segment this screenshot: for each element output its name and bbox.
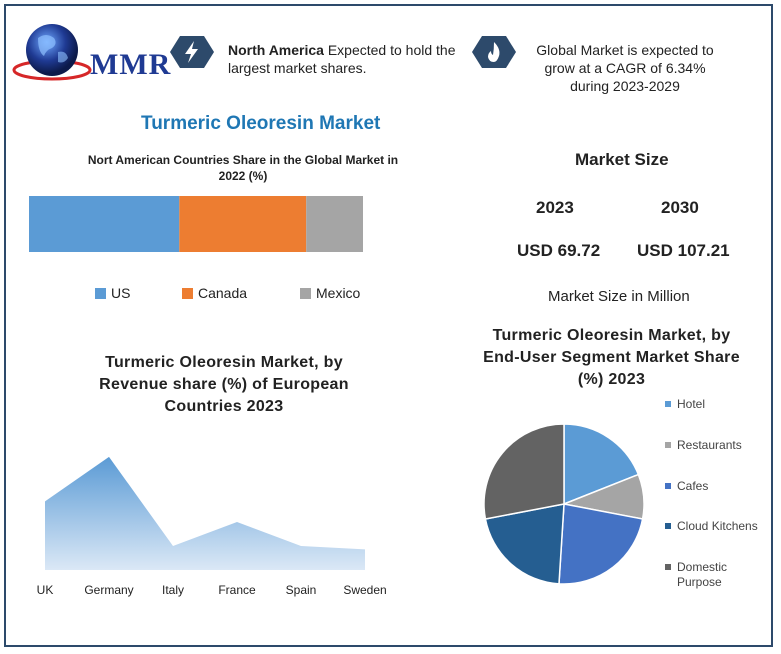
pie-slice-cloud-kitchens xyxy=(484,503,565,585)
globe-icon xyxy=(12,24,92,81)
legend-label: Canada xyxy=(198,285,248,301)
pie-chart-title: Turmeric Oleoresin Market, by End-User S… xyxy=(483,327,740,388)
area-chart xyxy=(45,456,365,570)
legend-label: US xyxy=(111,285,131,301)
pie-legend-restaurants: Restaurants xyxy=(665,438,765,453)
legend-swatch xyxy=(95,287,106,299)
legend-label: Restaurants xyxy=(677,438,742,452)
area-series xyxy=(45,456,365,570)
legend-label: Mexico xyxy=(316,285,361,301)
legend-label: Cafes xyxy=(677,479,709,493)
cagr-line-3: during 2023-2029 xyxy=(570,78,680,94)
north-america-rest: Expected to hold the largest market shar… xyxy=(228,42,456,76)
legend-swatch xyxy=(665,401,671,407)
cagr-line-2: grow at a CAGR of 6.34% xyxy=(544,60,706,76)
bar-segment-mexico xyxy=(306,196,363,252)
year-2030: 2030 xyxy=(661,198,699,217)
flame-icon xyxy=(472,36,516,68)
value-2030: USD 107.21 xyxy=(637,241,730,260)
market-size-title: Market Size xyxy=(575,150,669,169)
bar-segment-canada xyxy=(179,196,307,252)
x-tick-sweden: Sweden xyxy=(343,583,387,597)
infographic-frame xyxy=(4,4,773,647)
pie-legend-cloud-kitchens: Cloud Kitchens xyxy=(665,519,765,534)
legend-label: Cloud Kitchens xyxy=(677,519,758,533)
mmr-logo: MMR xyxy=(12,18,170,88)
legend-swatch xyxy=(665,523,671,529)
main-title: Turmeric Oleoresin Market xyxy=(141,113,381,134)
stacked-bar-chart xyxy=(29,196,363,252)
x-tick-italy: Italy xyxy=(161,583,184,597)
value-2023: USD 69.72 xyxy=(517,241,601,260)
x-tick-germany: Germany xyxy=(84,583,134,597)
area-chart-title: Turmeric Oleoresin Market, by Revenue sh… xyxy=(99,354,349,415)
pie-legend-cafes: Cafes xyxy=(665,479,765,494)
bar-segment-us xyxy=(29,196,180,252)
legend-swatch xyxy=(182,287,193,299)
pie-slice-cafes xyxy=(558,503,644,585)
pie-legend-hotel: Hotel xyxy=(665,397,765,412)
legend-swatch xyxy=(665,564,671,570)
cagr-line-1: Global Market is expected to xyxy=(536,42,714,58)
legend-item-mexico: Mexico xyxy=(300,285,360,301)
pie-slice-domestic-purpose xyxy=(483,423,565,520)
logo-text: MMR xyxy=(90,48,172,81)
pie-legend-domestic-purpose: Domestic Purpose xyxy=(665,560,765,590)
x-tick-france: France xyxy=(218,583,256,597)
north-america-bold: North America xyxy=(228,42,324,58)
lightning-icon xyxy=(170,36,214,68)
cagr-info: Global Market is expected to grow at a C… xyxy=(520,41,730,95)
legend-swatch xyxy=(665,442,671,448)
pie-slice-hotel xyxy=(563,423,640,506)
legend-label: Hotel xyxy=(677,397,706,411)
legend-item-us: US xyxy=(95,285,130,301)
x-tick-spain: Spain xyxy=(285,583,317,597)
legend-label: Domestic Purpose xyxy=(677,560,728,589)
pie-chart xyxy=(483,423,645,585)
market-size-note: Market Size in Million xyxy=(548,288,690,305)
legend-swatch xyxy=(300,287,311,299)
x-tick-uk: UK xyxy=(36,583,54,597)
north-america-info: North America Expected to hold the large… xyxy=(228,41,468,77)
year-2023: 2023 xyxy=(536,198,574,217)
legend-swatch xyxy=(665,483,671,489)
stacked-bar-title: Nort American Countries Share in the Glo… xyxy=(87,153,399,183)
legend-item-canada: Canada xyxy=(182,285,247,301)
